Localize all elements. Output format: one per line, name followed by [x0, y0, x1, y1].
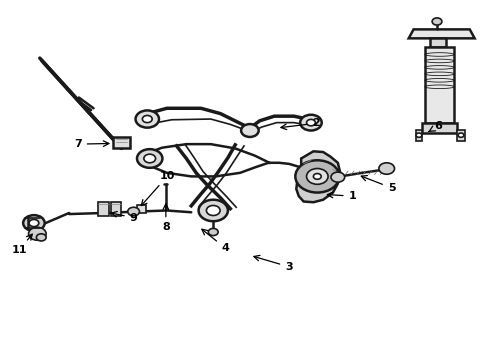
Text: 4: 4: [202, 229, 229, 253]
Circle shape: [23, 215, 45, 231]
Text: 3: 3: [254, 255, 293, 272]
Circle shape: [379, 163, 394, 174]
Circle shape: [206, 206, 220, 216]
Circle shape: [432, 18, 442, 25]
Polygon shape: [425, 47, 454, 123]
Circle shape: [307, 168, 328, 184]
Polygon shape: [98, 202, 109, 216]
Polygon shape: [111, 202, 122, 216]
Circle shape: [458, 133, 464, 137]
Circle shape: [241, 124, 259, 137]
Circle shape: [198, 200, 228, 221]
Polygon shape: [416, 130, 422, 140]
Circle shape: [300, 115, 322, 131]
Circle shape: [144, 154, 156, 163]
Text: 5: 5: [361, 176, 395, 193]
Polygon shape: [422, 123, 457, 134]
Circle shape: [416, 133, 422, 137]
Circle shape: [208, 228, 218, 235]
Circle shape: [307, 120, 316, 126]
Circle shape: [128, 207, 140, 216]
Circle shape: [331, 172, 344, 182]
Text: 1: 1: [327, 191, 356, 201]
Text: 11: 11: [11, 234, 32, 255]
Text: 8: 8: [162, 204, 170, 232]
Circle shape: [137, 149, 162, 168]
Polygon shape: [113, 137, 130, 148]
Circle shape: [36, 234, 46, 241]
Polygon shape: [430, 39, 446, 47]
Polygon shape: [137, 205, 147, 213]
Circle shape: [143, 116, 152, 123]
Polygon shape: [296, 151, 340, 202]
Circle shape: [29, 220, 39, 226]
Text: 10: 10: [141, 171, 175, 206]
Circle shape: [295, 160, 339, 193]
Circle shape: [314, 174, 321, 179]
Polygon shape: [457, 130, 465, 140]
Text: 6: 6: [429, 121, 442, 132]
Circle shape: [28, 227, 46, 240]
Polygon shape: [409, 30, 475, 39]
Circle shape: [136, 111, 159, 128]
Text: 7: 7: [74, 139, 109, 149]
Text: 9: 9: [111, 211, 138, 222]
Text: 2: 2: [281, 118, 319, 130]
